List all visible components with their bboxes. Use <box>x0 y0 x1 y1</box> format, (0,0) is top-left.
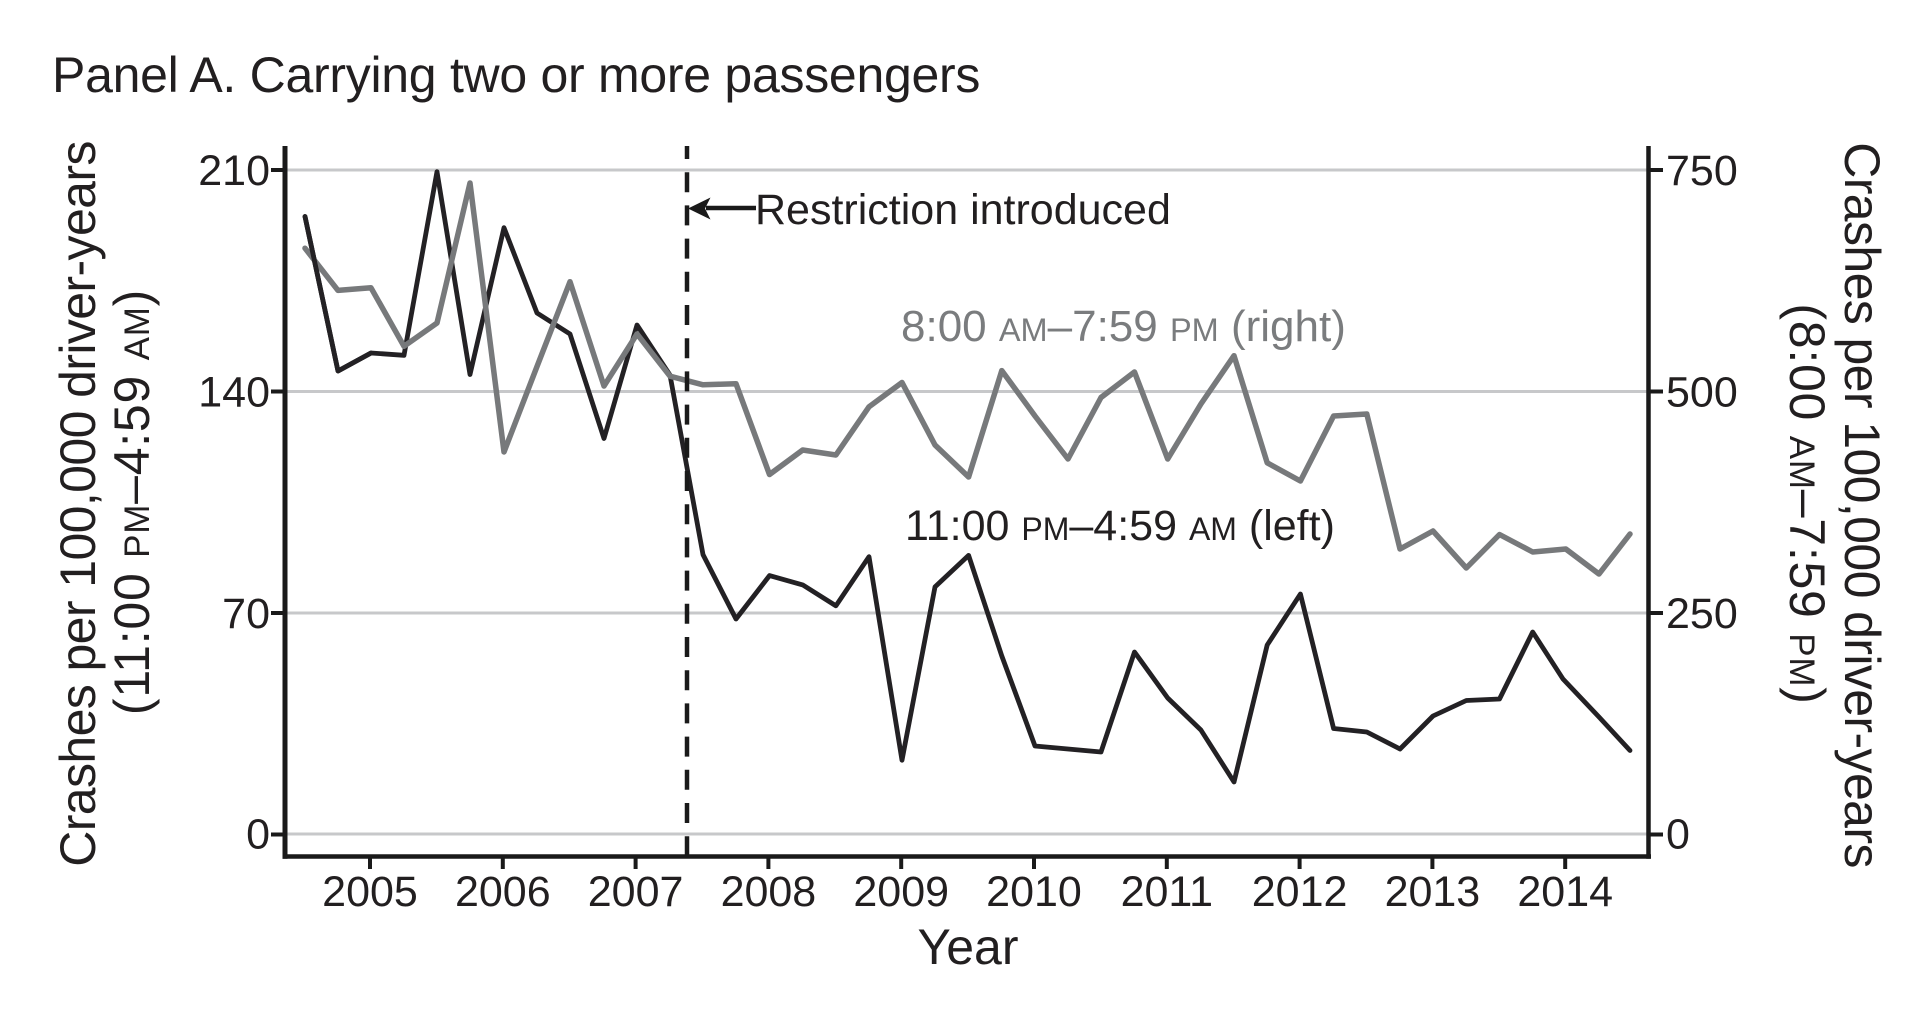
svg-text:2014: 2014 <box>1517 868 1613 916</box>
svg-text:Panel A. Carrying two or more: Panel A. Carrying two or more passengers <box>52 47 980 103</box>
svg-text:70: 70 <box>222 590 270 638</box>
svg-text:250: 250 <box>1666 590 1738 638</box>
svg-text:2009: 2009 <box>853 868 949 916</box>
svg-text:750: 750 <box>1666 147 1738 195</box>
svg-text:0: 0 <box>1666 811 1690 859</box>
svg-text:Crashes per 100,000 driver-yea: Crashes per 100,000 driver-years <box>50 141 106 867</box>
svg-text:Crashes per 100,000 driver-yea: Crashes per 100,000 driver-years <box>1834 142 1890 868</box>
svg-text:(8:00 AM–7:59 PM): (8:00 AM–7:59 PM) <box>1779 303 1835 704</box>
svg-text:2011: 2011 <box>1121 868 1213 916</box>
svg-text:2008: 2008 <box>721 868 817 916</box>
svg-text:(11:00 PM–4:59 AM): (11:00 PM–4:59 AM) <box>104 289 160 715</box>
svg-text:2013: 2013 <box>1385 868 1481 916</box>
svg-text:11:00 PM–4:59 AM (left): 11:00 PM–4:59 AM (left) <box>905 502 1335 550</box>
svg-text:2005: 2005 <box>322 868 418 916</box>
svg-text:140: 140 <box>198 369 270 417</box>
svg-text:2007: 2007 <box>588 868 684 916</box>
svg-text:8:00 AM–7:59 PM (right): 8:00 AM–7:59 PM (right) <box>901 302 1346 351</box>
svg-text:0: 0 <box>246 811 270 859</box>
svg-text:500: 500 <box>1666 369 1738 417</box>
svg-text:2010: 2010 <box>986 868 1082 916</box>
svg-text:Year: Year <box>917 919 1018 975</box>
svg-text:Restriction introduced: Restriction introduced <box>755 186 1171 234</box>
svg-text:2012: 2012 <box>1252 868 1348 916</box>
svg-text:210: 210 <box>198 147 270 195</box>
svg-text:2006: 2006 <box>455 868 551 916</box>
